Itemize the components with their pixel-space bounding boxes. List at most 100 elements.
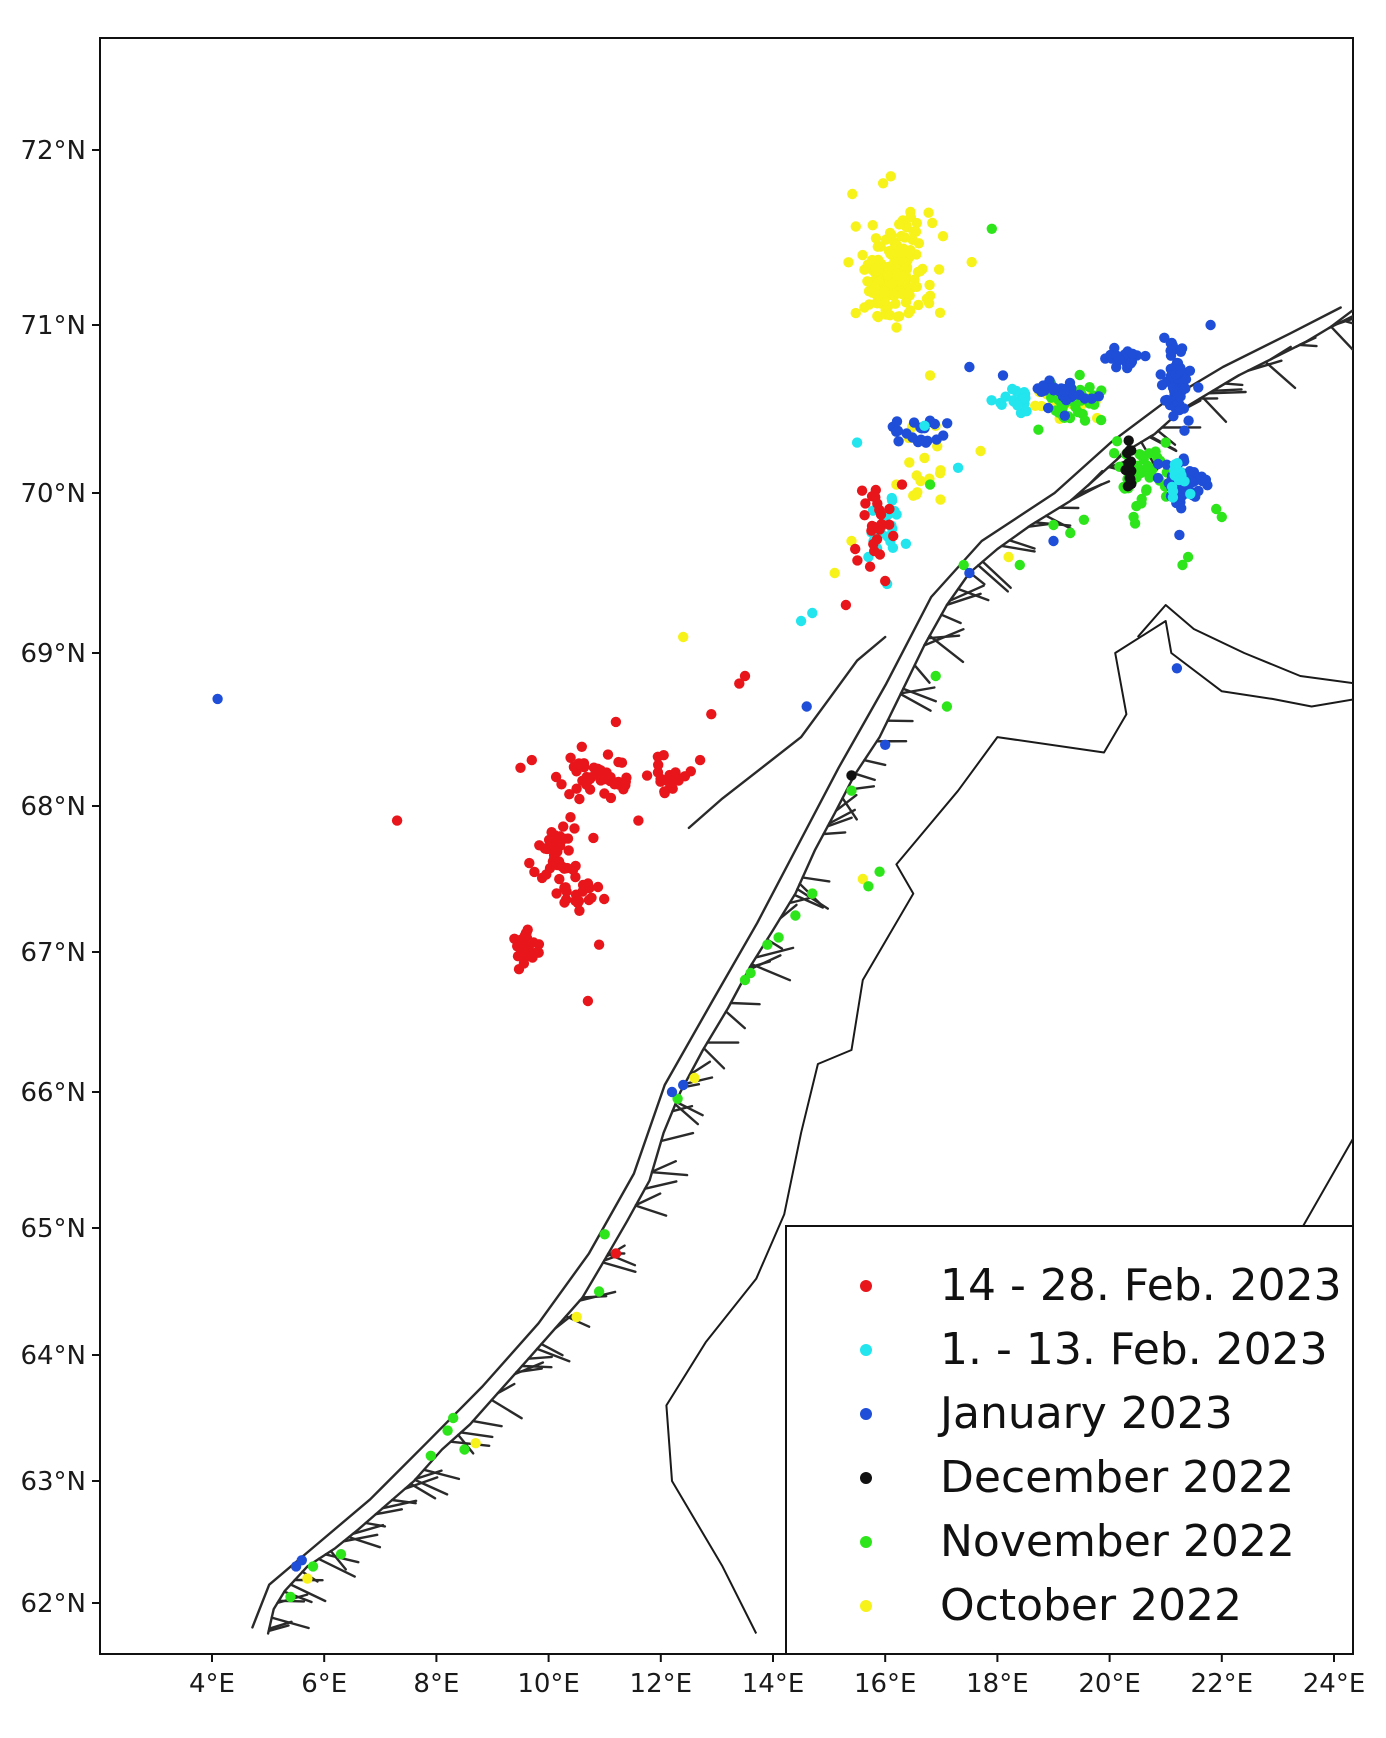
tracking-point — [526, 754, 537, 766]
tracking-point — [867, 220, 878, 231]
tracking-point — [872, 241, 883, 252]
fjord-line — [747, 954, 782, 972]
tracking-point — [904, 457, 915, 468]
legend-item: January 2023 — [860, 1388, 1233, 1439]
fjord-line — [1027, 523, 1049, 528]
tracking-point — [1084, 382, 1095, 393]
y-tick-label: 64°N — [20, 1341, 86, 1371]
tracking-point — [952, 462, 964, 473]
fjord-line — [414, 1469, 443, 1481]
tracking-point — [773, 932, 784, 943]
tracking-point — [899, 257, 910, 268]
fjord-line — [1070, 483, 1103, 502]
tracking-point — [860, 498, 871, 509]
y-axis: 62°N 63°N 64°N 65°N 66°N 67°N 68°N 69°N 70°N 71°N… — [20, 136, 100, 1619]
x-tick-label: 14°E — [742, 1669, 805, 1699]
tracking-point — [560, 882, 571, 893]
x-tick-label: 22°E — [1191, 1669, 1254, 1699]
tracking-point — [564, 789, 575, 800]
tracking-point — [1174, 404, 1185, 416]
tracking-point — [846, 535, 857, 547]
tracking-point — [529, 866, 540, 878]
tracking-point — [1126, 445, 1137, 456]
tracking-point — [871, 297, 882, 309]
fjord-line — [913, 664, 931, 684]
tracking-point — [528, 937, 539, 948]
tracking-point — [893, 436, 904, 447]
x-tick-label: 24°E — [1303, 1669, 1366, 1699]
fjord-line — [347, 1535, 382, 1549]
fjord-line — [1223, 382, 1244, 387]
tracking-point — [1161, 394, 1173, 406]
tracking-point — [595, 766, 607, 777]
legend-item: November 2022 — [860, 1516, 1295, 1567]
tracking-point — [666, 1086, 678, 1098]
legend-item: December 2022 — [860, 1452, 1294, 1503]
legend-label: December 2022 — [940, 1452, 1294, 1503]
fjord-line — [342, 1533, 379, 1543]
tracking-point — [571, 783, 582, 794]
tracking-point — [679, 771, 691, 782]
tracking-point — [539, 843, 551, 854]
tracking-point — [571, 1311, 582, 1323]
tracking-point — [1211, 503, 1222, 515]
tracking-point — [521, 950, 532, 962]
fjord-line — [778, 903, 798, 920]
tracking-point — [1018, 393, 1030, 404]
tracking-point — [964, 567, 975, 579]
tracking-point — [903, 247, 914, 258]
fjord-line — [948, 584, 985, 602]
tracking-point — [1175, 364, 1186, 376]
tracking-point — [873, 311, 884, 323]
tracking-point — [599, 893, 610, 905]
tracking-point — [890, 298, 901, 309]
tracking-point — [302, 1573, 313, 1584]
fjord-line — [1294, 338, 1313, 348]
tracking-point — [905, 305, 916, 316]
tracking-point — [582, 995, 594, 1007]
tracking-point — [1086, 393, 1097, 404]
tracking-points-layer — [212, 171, 1228, 1603]
fjord-line — [1269, 345, 1292, 361]
tracking-point — [655, 776, 666, 787]
tracking-point — [659, 787, 670, 799]
tracking-point — [919, 452, 930, 464]
tracking-point — [900, 538, 912, 549]
tracking-point — [852, 555, 863, 566]
tracking-point — [913, 299, 924, 311]
tracking-point — [618, 784, 629, 795]
lofoten-islands — [687, 635, 887, 830]
tracking-point — [889, 290, 900, 301]
legend-label: January 2023 — [937, 1388, 1233, 1439]
fjord-line — [1045, 514, 1074, 531]
tracking-point — [1111, 350, 1122, 361]
tracking-point — [911, 281, 922, 292]
tracking-point — [888, 530, 899, 542]
tracking-point — [1177, 559, 1188, 571]
fjord-line — [289, 1583, 327, 1603]
tracking-point — [930, 670, 941, 682]
tracking-point — [762, 939, 773, 950]
tracking-point — [871, 534, 883, 545]
tracking-point — [1048, 519, 1059, 531]
tracking-point — [902, 287, 914, 299]
tracking-point — [1136, 493, 1147, 505]
legend-box — [785, 1225, 1354, 1655]
x-tick-label: 16°E — [854, 1669, 917, 1699]
tracking-point — [1193, 382, 1204, 393]
tracking-point — [569, 823, 580, 834]
tracking-point — [1200, 474, 1212, 485]
tracking-point — [1048, 382, 1060, 393]
fjord-line — [634, 1204, 668, 1217]
fjord-line — [496, 1382, 516, 1395]
tracking-point — [1165, 350, 1177, 361]
tracking-point — [882, 269, 893, 281]
fjord-line — [268, 1620, 293, 1630]
tracking-point — [1183, 415, 1194, 426]
tracking-point — [551, 888, 562, 899]
tracking-point — [885, 248, 896, 260]
tracking-point — [924, 279, 935, 291]
y-tick-label: 69°N — [20, 639, 86, 669]
border-norway-sweden — [665, 620, 1353, 1634]
